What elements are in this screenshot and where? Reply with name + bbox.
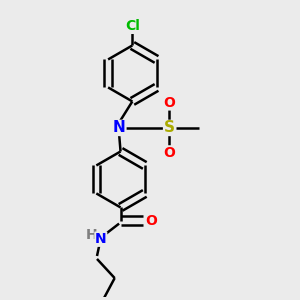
Text: N: N	[113, 120, 125, 135]
Text: O: O	[163, 146, 175, 160]
Text: H: H	[85, 228, 97, 242]
Text: S: S	[164, 120, 175, 135]
Text: Cl: Cl	[125, 19, 140, 33]
Text: O: O	[163, 96, 175, 110]
Text: N: N	[95, 232, 106, 246]
Text: O: O	[146, 214, 158, 228]
